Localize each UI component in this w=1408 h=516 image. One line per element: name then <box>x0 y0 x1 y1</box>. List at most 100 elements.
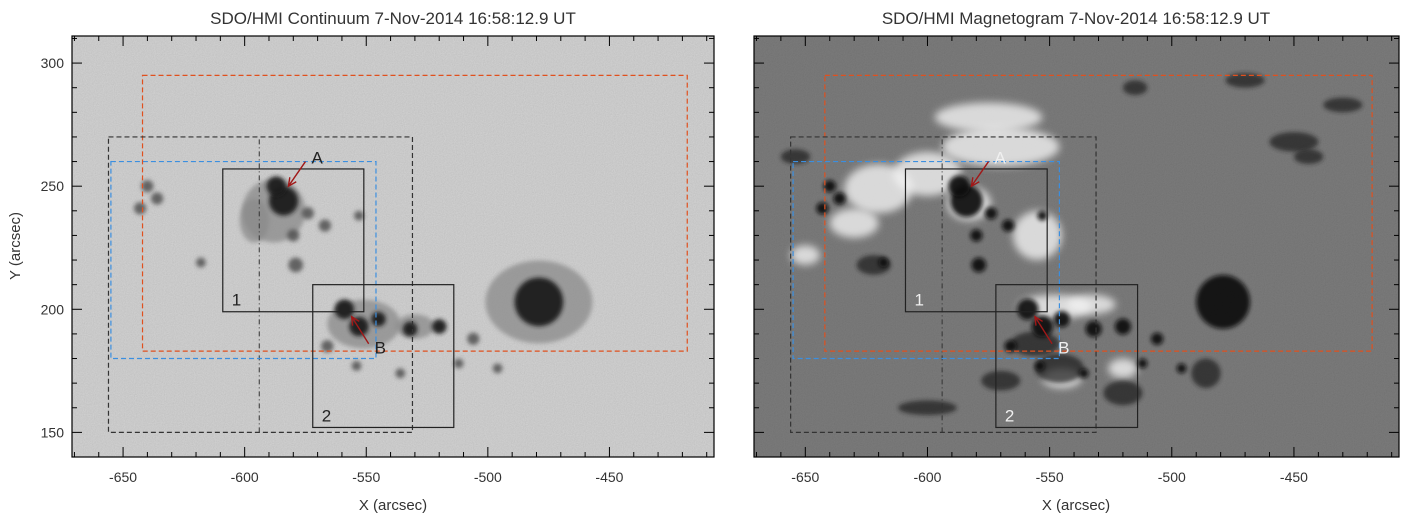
sunspot-12 <box>301 207 314 220</box>
box-2-label: 2 <box>1005 406 1014 425</box>
y-tick-label: 300 <box>41 55 65 71</box>
arrow-b <box>1034 316 1053 345</box>
x-tick-label: -650 <box>791 469 819 485</box>
x-tick-label: -500 <box>474 469 502 485</box>
negative-polarity-10 <box>780 149 811 164</box>
negative-polarity-4 <box>1191 358 1221 388</box>
box-1-box <box>904 168 1048 313</box>
magnetogram-features <box>780 72 1363 416</box>
sunspot-9 <box>141 180 154 193</box>
black-roi-box <box>790 136 1097 433</box>
orange-roi-box <box>141 74 688 352</box>
negative-spot-19 <box>1034 361 1045 371</box>
negative-spot-3 <box>1016 298 1039 321</box>
label-a: A <box>311 149 323 168</box>
magnetogram-title: SDO/HMI Magnetogram 7-Nov-2014 16:58:12.… <box>882 9 1270 28</box>
sunspot-2 <box>266 176 287 196</box>
negative-spot-7 <box>1114 318 1131 335</box>
sunspot-7 <box>431 319 447 334</box>
negative-spot-13 <box>1001 219 1015 232</box>
continuum-overlay: 1 2 A B <box>107 74 688 433</box>
label-b: B <box>375 339 386 358</box>
arrow-b <box>351 316 370 345</box>
continuum-axis-ticks: -650 -600 -550 -500 -450 150 200 250 300 <box>41 36 714 485</box>
sunspot-6 <box>402 321 418 337</box>
continuum-panel: SDO/HMI Continuum 7-Nov-2014 16:58:12.9 … <box>7 9 715 514</box>
negative-spot-10 <box>833 192 846 205</box>
positive-polarity-10 <box>1108 358 1138 379</box>
arrow-head-a <box>970 177 980 188</box>
arrow-head-a <box>287 177 297 188</box>
box-2-box <box>312 284 455 429</box>
arrow-a <box>287 161 307 187</box>
y-tick-label: 200 <box>41 301 65 317</box>
sunspot-20 <box>453 358 464 369</box>
negative-spot-5 <box>1053 311 1070 328</box>
continuum-xlabel: X (arcsec) <box>359 497 427 514</box>
x-tick-label: -550 <box>352 469 380 485</box>
negative-spot-22 <box>1078 368 1089 379</box>
positive-polarity-6 <box>1012 210 1062 260</box>
sunspot-13 <box>318 219 331 232</box>
sunspot-22 <box>395 368 406 379</box>
sunspot-17 <box>196 257 206 268</box>
negative-polarity-8 <box>1122 80 1148 96</box>
arrow-a <box>970 161 990 187</box>
positive-polarity-7 <box>829 208 879 238</box>
x-tick-label: -550 <box>1036 469 1064 485</box>
negative-spot-2 <box>948 175 970 197</box>
sunspot-5 <box>371 311 386 327</box>
negative-spot-4 <box>1031 315 1054 338</box>
magnetogram-axis-ticks: -650 -600 -550 -500 -450 <box>754 36 1399 485</box>
continuum-title: SDO/HMI Continuum 7-Nov-2014 16:58:12.9 … <box>210 9 576 28</box>
positive-polarity-11 <box>790 245 820 265</box>
x-tick-label: -600 <box>231 469 259 485</box>
penumbra-4 <box>239 198 269 243</box>
negative-spot-0 <box>1196 275 1250 329</box>
negative-spot-9 <box>823 180 836 193</box>
orange-roi-box <box>824 74 1373 352</box>
continuum-ylabel: Y (arcsec) <box>7 212 24 280</box>
sunspot-14 <box>287 229 300 242</box>
sunspot-11 <box>134 202 147 215</box>
sunspot-18 <box>321 340 334 353</box>
blue-roi-box <box>110 160 377 360</box>
positive-polarity-2 <box>1066 294 1116 315</box>
y-tick-label: 150 <box>41 424 65 440</box>
box-2-label: 2 <box>322 406 331 425</box>
negative-spot-12 <box>984 207 998 220</box>
x-tick-label: -600 <box>913 469 941 485</box>
box-1-box <box>222 168 365 313</box>
label-a: A <box>995 149 1007 168</box>
sunspot-0 <box>514 277 564 327</box>
continuum-plot-frame <box>71 35 715 458</box>
negative-polarity-9 <box>1293 149 1324 164</box>
x-tick-label: -650 <box>109 469 137 485</box>
negative-spot-8 <box>1151 332 1164 345</box>
negative-spot-18 <box>1004 340 1017 353</box>
negative-spot-20 <box>1137 358 1148 369</box>
magnetogram-image-background <box>754 36 1399 457</box>
sunspot-15 <box>288 257 304 273</box>
negative-polarity-11 <box>898 400 957 416</box>
negative-polarity-3 <box>1103 380 1143 406</box>
blue-roi-box <box>792 160 1060 360</box>
continuum-image-background <box>72 36 714 457</box>
positive-polarity-4 <box>893 151 962 196</box>
box-1-label: 1 <box>914 291 923 310</box>
negative-spot-17 <box>878 257 889 268</box>
arrow-head-b <box>350 315 360 326</box>
magnetogram-overlay: 1 2 A B <box>790 74 1373 433</box>
negative-polarity-12 <box>981 370 1021 391</box>
label-b: B <box>1058 339 1069 358</box>
negative-spot-11 <box>816 202 829 215</box>
negative-spot-14 <box>970 229 983 242</box>
positive-polarity-8 <box>934 102 1043 132</box>
negative-polarity-7 <box>1225 72 1265 88</box>
x-tick-label: -450 <box>1280 469 1308 485</box>
y-tick-label: 250 <box>41 178 65 194</box>
negative-spot-16 <box>1037 210 1048 221</box>
negative-spot-21 <box>1176 363 1187 374</box>
sunspot-19 <box>351 361 362 371</box>
